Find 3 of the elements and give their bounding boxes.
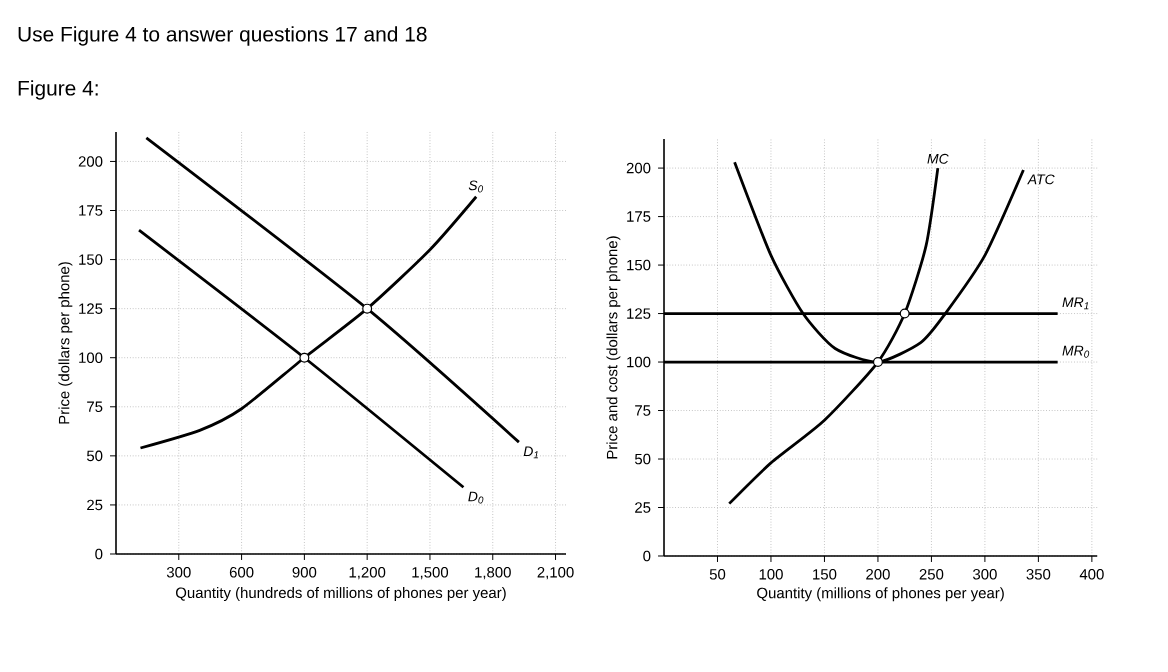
chart-subtitle: Figure 4:	[18, 80, 98, 100]
chart-title: Use Figure 4 to answer questions 17 and 18	[18, 26, 427, 46]
line-series	[139, 195, 478, 450]
